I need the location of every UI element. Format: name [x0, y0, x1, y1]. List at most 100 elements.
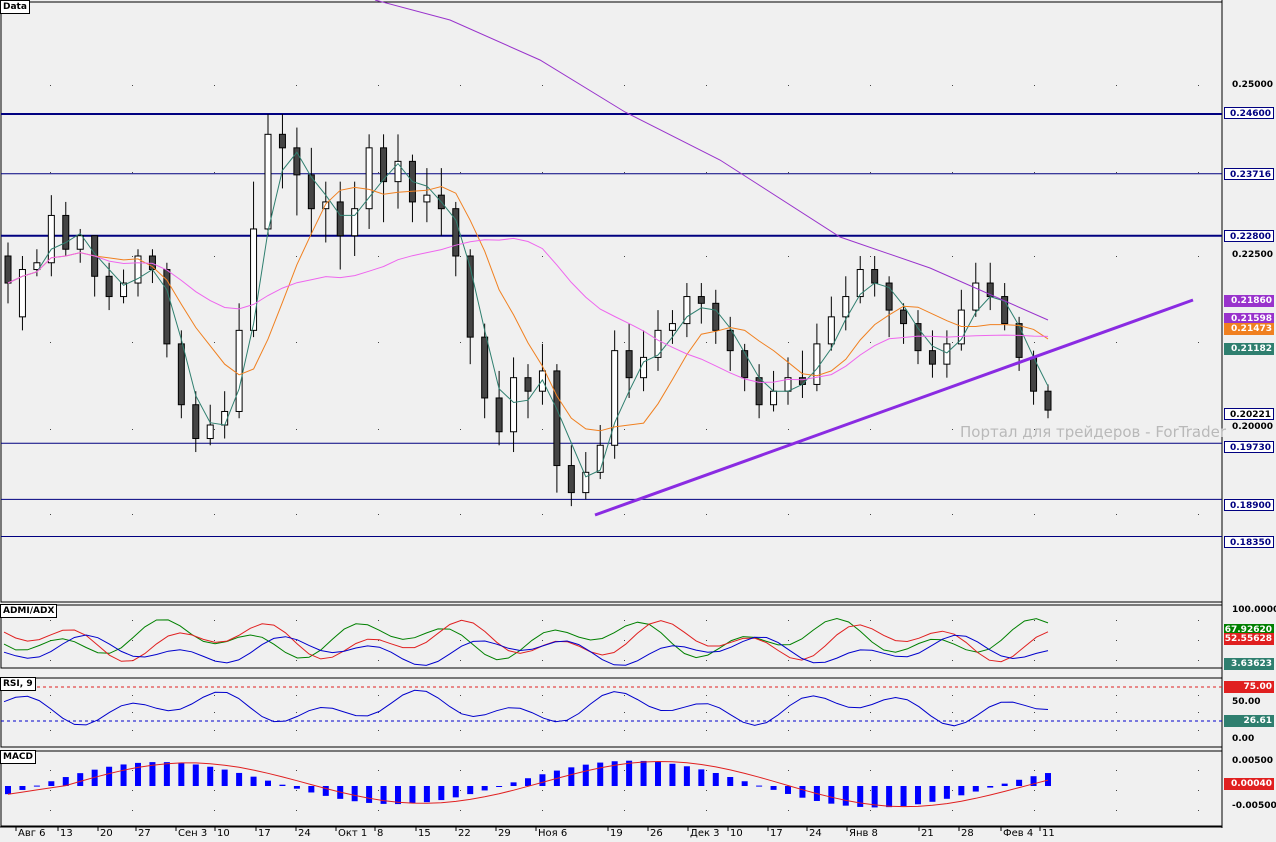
grid-dot — [1198, 256, 1199, 257]
grid-dot — [1198, 730, 1199, 731]
grid-dot — [1116, 172, 1117, 173]
candle-body — [365, 147, 373, 210]
macd-bar — [19, 786, 26, 790]
grid-dot — [870, 695, 871, 696]
grid-dot — [460, 514, 461, 515]
grid-dot — [378, 620, 379, 621]
candle-body — [582, 471, 590, 494]
grid-dot — [1198, 514, 1199, 515]
grid-dot — [706, 172, 707, 173]
grid-dot — [1116, 712, 1117, 713]
grid-dot — [624, 256, 625, 257]
macd-bar — [351, 786, 358, 802]
grid-dot — [460, 730, 461, 731]
grid-dot — [378, 429, 379, 430]
candle-body — [235, 329, 243, 412]
macd-signal-line — [7, 760, 1049, 808]
macd-bar — [423, 786, 430, 803]
grid-dot — [870, 85, 871, 86]
candle-body — [76, 235, 84, 250]
grid-dot — [214, 342, 215, 343]
grid-dot — [296, 256, 297, 257]
macd-bar — [250, 776, 257, 786]
grid-dot — [1034, 770, 1035, 771]
macd-bar — [1030, 776, 1037, 786]
macd-bar — [91, 769, 98, 786]
candle-body — [351, 208, 359, 237]
grid-dot — [870, 429, 871, 430]
grid-dot — [378, 790, 379, 791]
candle-body — [307, 174, 315, 210]
grid-dot — [50, 172, 51, 173]
grid-dot — [1034, 790, 1035, 791]
grid-dot — [460, 712, 461, 713]
candle-body — [654, 329, 662, 358]
macd-bar — [106, 766, 113, 786]
grid-dot — [1198, 810, 1199, 811]
x-axis-label: Янв 8 — [849, 828, 878, 839]
candle-body — [697, 296, 705, 304]
candle-body — [206, 424, 214, 440]
grid-dot — [132, 342, 133, 343]
macd-bar — [785, 786, 791, 794]
macd-bar — [1045, 773, 1051, 786]
macd-bar — [221, 769, 228, 786]
grid-dot — [132, 790, 133, 791]
grid-dot — [706, 695, 707, 696]
grid-dot — [1198, 640, 1199, 641]
macd-bar — [366, 786, 373, 803]
candle-body — [264, 133, 272, 230]
grid-dot — [50, 85, 51, 86]
macd-bar — [712, 773, 719, 786]
candle-body — [914, 323, 922, 352]
grid-dot — [1198, 429, 1199, 430]
grid-dot — [952, 620, 953, 621]
grid-dot — [378, 514, 379, 515]
grid-dot — [296, 514, 297, 515]
grid-dot — [296, 790, 297, 791]
candle-body — [105, 275, 113, 298]
price-axis-tick: 0.22500 — [1232, 250, 1273, 260]
candle-body — [4, 255, 12, 284]
grid-dot — [132, 810, 133, 811]
grid-dot — [50, 342, 51, 343]
grid-dot — [706, 342, 707, 343]
grid-dot — [788, 730, 789, 731]
grid-dot — [132, 695, 133, 696]
grid-dot — [1198, 85, 1199, 86]
grid-dot — [624, 695, 625, 696]
macd-bar — [265, 780, 271, 786]
grid-dot — [132, 620, 133, 621]
candle-body — [221, 410, 229, 426]
grid-dot — [706, 712, 707, 713]
main-panel-title: Data — [0, 0, 30, 14]
macd-bar — [669, 763, 676, 786]
candle-body — [611, 350, 619, 446]
grid-dot — [542, 172, 543, 173]
macd-bar — [683, 766, 690, 786]
candle-body — [813, 343, 821, 385]
macd-bar — [236, 772, 243, 786]
grid-dot — [460, 172, 461, 173]
candle-body — [177, 343, 185, 406]
adx-axis-label: 52.55628 — [1224, 633, 1274, 645]
grid-dot — [952, 730, 953, 731]
grid-dot — [1116, 730, 1117, 731]
candle-body — [278, 133, 286, 149]
macd-bar — [293, 786, 300, 789]
candle-body — [163, 269, 171, 345]
macd-bar — [987, 786, 994, 788]
grid-dot — [1034, 342, 1035, 343]
grid-dot — [542, 640, 543, 641]
x-axis-label: 21 — [921, 828, 934, 839]
grid-dot — [1198, 172, 1199, 173]
macd-bar — [395, 786, 401, 805]
grid-dot — [1116, 514, 1117, 515]
grid-dot — [788, 770, 789, 771]
price-axis-label: 0.23716 — [1224, 168, 1274, 180]
grid-dot — [296, 429, 297, 430]
x-axis-label: 28 — [961, 828, 974, 839]
adx-line — [3, 634, 1049, 666]
candle-body — [928, 350, 936, 365]
